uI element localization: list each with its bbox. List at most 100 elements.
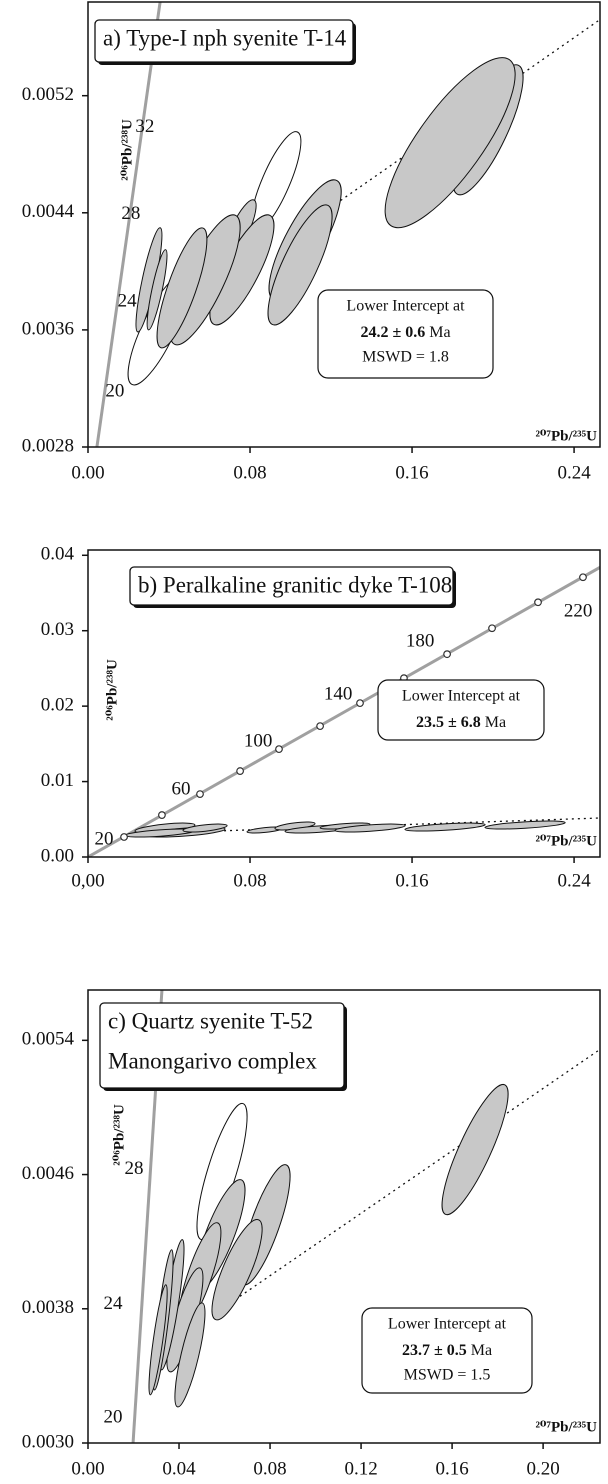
x-tick-label: 0,00 [71,870,104,891]
plot-frame [87,1,601,448]
age-label: 24 [118,290,138,311]
age-label: 20 [105,380,124,401]
intercept-unit: Ma [471,1342,492,1359]
x-tick-label: 0.16 [395,462,428,483]
x-tick-label: 0.00 [71,1458,104,1479]
x-tick-label: 0.08 [233,462,266,483]
age-point [579,573,587,582]
intercept-age: 23.5 ± 6.8 [416,714,481,731]
y-tick-label: 0.0038 [22,1297,74,1318]
age-point [443,650,451,659]
age-point [275,745,283,754]
y-tick-label: 0.0036 [22,318,74,339]
y-tick-label: 0.00 [41,845,74,866]
intercept-label: Lower Intercept at [402,688,521,705]
plot-frame [87,549,601,858]
intercept-age-line: 23.5 ± 6.8 Ma [416,714,506,731]
error-ellipse [196,1102,248,1241]
chart-title: c) Quartz syenite T-52 [108,1008,313,1033]
y-tick-label: 0.01 [41,770,74,791]
concordia-line [95,2,162,447]
y-axis-label: ²⁰⁶Pb/²³⁸U [119,119,135,181]
error-ellipse [174,1302,206,1408]
error-ellipse [156,227,208,349]
y-axis-label: ²⁰⁶Pb/²³⁸U [104,659,120,721]
y-axis-label: ²⁰⁶Pb/²³⁸U [111,1104,127,1166]
y-tick-label: 0.03 [41,619,74,640]
age-label: 100 [244,730,273,751]
x-tick-label: 0.08 [233,870,266,891]
intercept-age: 23.7 ± 0.5 [402,1342,467,1359]
error-ellipse [211,1219,263,1321]
age-point [120,833,128,841]
concordia-line [88,566,600,857]
age-label: 60 [171,778,190,799]
y-tick-label: 0.0028 [22,435,74,456]
y-tick-label: 0.04 [41,544,75,565]
age-point [236,767,245,775]
chart-title: Manongarivo complex [108,1048,317,1073]
age-label: 32 [135,116,154,137]
x-axis-label: ²⁰⁷Pb/²³⁵U [535,428,597,444]
y-tick-label: 0.02 [41,694,74,715]
error-ellipse [146,249,168,331]
age-point [488,624,496,633]
chart-title: b) Peralkaline granitic dyke T-108 [138,572,452,597]
error-ellipse [334,823,406,833]
y-tick-label: 0.0054 [22,1029,75,1050]
x-axis-label: ²⁰⁷Pb/²³⁵U [535,1419,597,1435]
error-ellipse [441,1083,509,1216]
intercept-age-line: 23.7 ± 0.5 Ma [402,1342,492,1359]
x-tick-label: 0.20 [526,1458,559,1479]
age-point [196,790,204,798]
x-tick-label: 0.24 [557,462,591,483]
age-point [158,811,166,819]
age-point [534,598,542,607]
intercept-mswd: MSWD = 1.5 [404,1367,491,1384]
title-box [129,566,454,606]
x-tick-label: 0.04 [162,1458,196,1479]
y-tick-label: 0.0046 [22,1163,74,1184]
intercept-box [361,1307,533,1394]
x-tick-label: 0.00 [71,462,104,483]
x-tick-label: 0.12 [344,1458,377,1479]
age-label: 20 [104,1406,123,1427]
intercept-age-line: 24.2 ± 0.6 Ma [360,324,450,341]
x-tick-label: 0.24 [557,870,591,891]
error-ellipse [148,1284,168,1396]
y-tick-label: 0.0044 [22,201,75,222]
x-tick-label: 0.16 [395,870,428,891]
plot-frame [87,989,601,1444]
y-tick-label: 0.0052 [22,84,74,105]
age-point [316,722,325,731]
discordia-line [320,19,600,215]
age-label: 220 [564,601,593,622]
age-point [356,699,364,708]
error-ellipse [404,822,486,832]
age-label: 24 [104,1293,124,1314]
title-box [99,1002,345,1089]
intercept-box [317,289,494,379]
intercept-age: 24.2 ± 0.6 [360,324,425,341]
age-label: 180 [406,631,435,652]
error-ellipse [384,57,516,229]
x-tick-label: 0.08 [253,1458,286,1479]
age-label: 28 [121,203,140,224]
intercept-unit: Ma [429,324,450,341]
x-axis-label: ²⁰⁷Pb/²³⁵U [535,833,597,849]
intercept-label: Lower Intercept at [388,1316,507,1333]
y-tick-label: 0.0030 [22,1431,74,1452]
intercept-mswd: MSWD = 1.8 [362,349,449,366]
age-label: 140 [324,683,353,704]
title-box [94,19,354,63]
chart-title: a) Type-I nph syenite T-14 [103,25,347,50]
intercept-label: Lower Intercept at [346,298,465,315]
error-ellipse [267,204,333,326]
x-tick-label: 0.16 [435,1458,468,1479]
age-label: 20 [95,828,114,849]
discordia-line [234,1048,600,1301]
intercept-box [377,679,545,741]
error-ellipse [182,823,228,833]
intercept-unit: Ma [485,714,506,731]
